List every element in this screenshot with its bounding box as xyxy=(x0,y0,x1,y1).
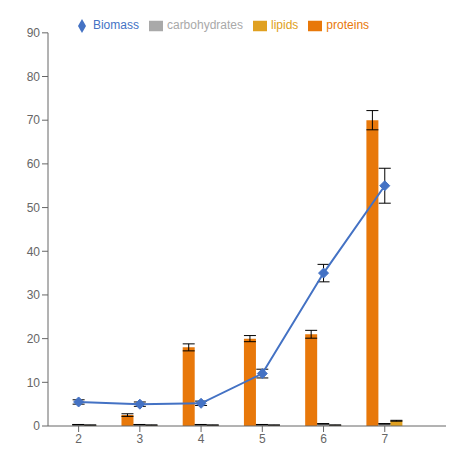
html-text:carbohydrates: carbohydrates xyxy=(167,18,243,32)
svg-text:40: 40 xyxy=(27,245,41,259)
svg-text:6: 6 xyxy=(320,432,327,446)
svg-text:2: 2 xyxy=(75,432,82,446)
svg-text:50: 50 xyxy=(27,201,41,215)
svg-text:5: 5 xyxy=(259,432,266,446)
svg-text:90: 90 xyxy=(27,26,41,40)
svg-text:80: 80 xyxy=(27,70,41,84)
html-text:Biomass: Biomass xyxy=(92,18,139,32)
svg-text:20: 20 xyxy=(27,332,41,346)
html-text:lipids: lipids xyxy=(271,18,299,32)
svg-text:30: 30 xyxy=(27,288,41,302)
svg-text:60: 60 xyxy=(27,157,41,171)
svg-text:7: 7 xyxy=(381,432,388,446)
svg-text:4: 4 xyxy=(198,432,205,446)
html-text:proteins: proteins xyxy=(326,18,370,32)
svg-text:0: 0 xyxy=(33,419,40,433)
svg-text:10: 10 xyxy=(27,376,41,390)
svg-text:70: 70 xyxy=(27,113,41,127)
svg-text:3: 3 xyxy=(137,432,144,446)
